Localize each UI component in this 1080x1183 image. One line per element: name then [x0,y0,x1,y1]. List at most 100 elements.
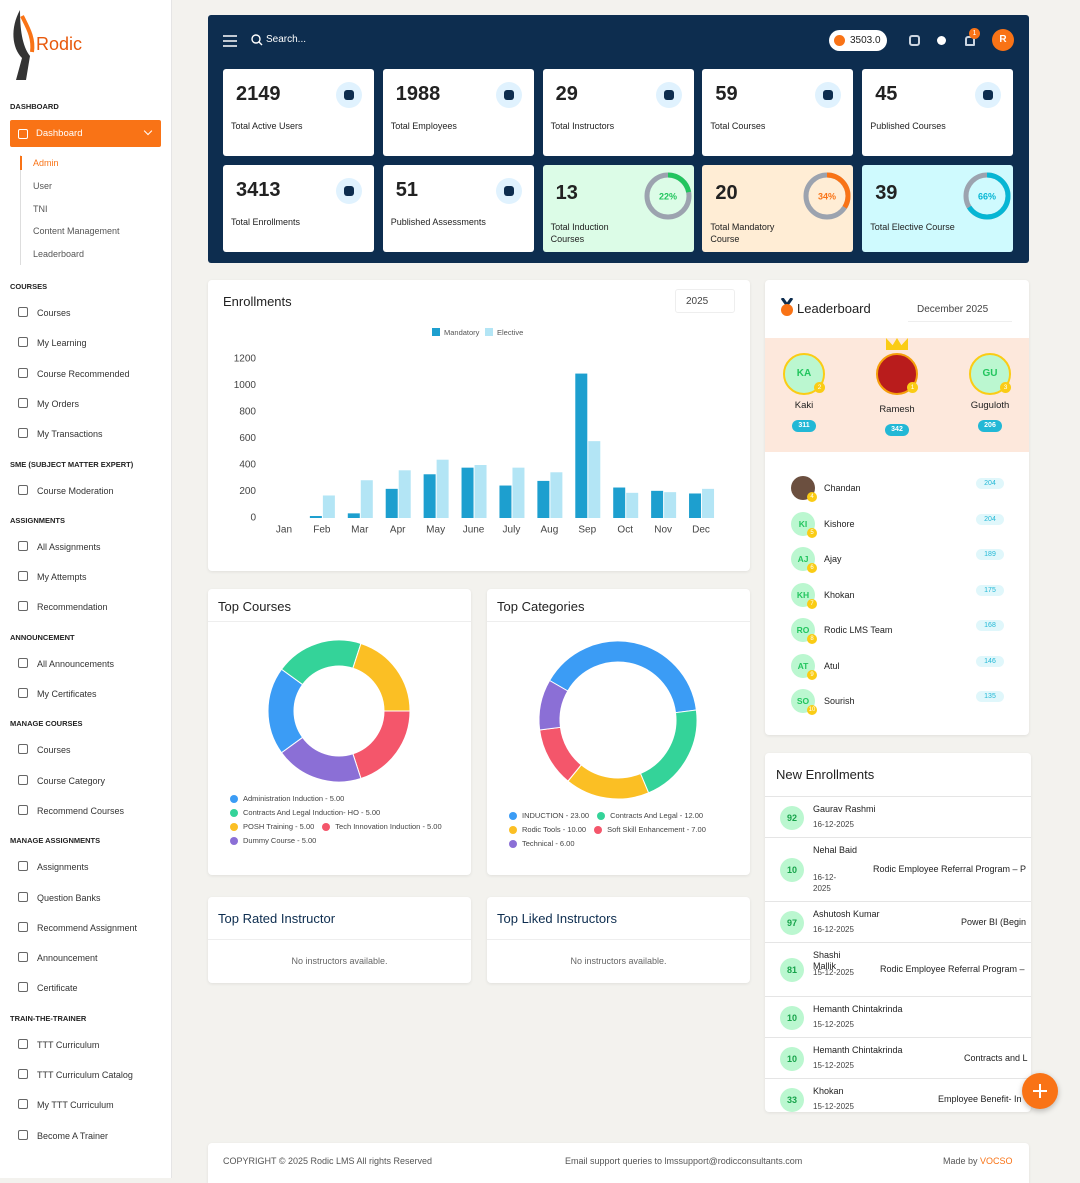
menu-icon [18,688,28,698]
menu-item[interactable]: Recommend Courses [37,805,125,816]
top-liked-card: Top Liked Instructors No instructors ava… [487,897,750,983]
rank-badge: 10 [807,705,817,715]
submenu-item[interactable]: Content Management [33,226,120,237]
leader-name: Rodic LMS Team [824,625,893,635]
menu-item[interactable]: Course Moderation [37,485,114,496]
stat-label: Total Elective Course [870,222,955,232]
section-heading: MANAGE ASSIGNMENTS [10,836,101,846]
menu-item[interactable]: All Announcements [37,658,115,669]
menu-icon [18,571,28,582]
legend-label: Technical - 6.00 [522,839,575,848]
stat-card: 51 Published Assessments [382,165,534,252]
stat-value: 1988 [395,83,441,105]
theme-icon[interactable] [937,36,946,45]
brand-link[interactable]: VOCSO [980,1156,1013,1166]
card-title: Enrollments [223,294,292,309]
menu-item[interactable]: Recommendation [37,602,108,613]
bar [499,485,512,518]
menu-item[interactable]: TTT Curriculum Catalog [37,1070,133,1080]
menu-item[interactable]: My Learning [37,338,87,349]
enrollee-name: Nehal Baid [813,845,858,855]
card-title: Top Liked Instructors [497,911,617,926]
button-label: Dashboard [36,128,83,139]
points-pill: 3503.0 [829,30,887,51]
bar [575,373,588,518]
menu-item[interactable]: Announcement [37,953,98,964]
course-name: Power BI (Begin [961,916,1027,927]
menu-item[interactable]: Courses [37,745,71,756]
legend-dot [322,822,331,831]
x-tick-label: Jan [276,525,292,536]
footer: COPYRIGHT © 2025 Rodic LMS All rights Re… [208,1143,1029,1183]
submenu-item[interactable]: Admin [33,158,59,168]
points-value: 3503.0 [850,35,881,46]
menu-item[interactable]: Assignments [37,862,89,873]
legend-label: Contracts And Legal Induction- HO - 5.00 [243,808,381,817]
section-heading: MANAGE COURSES [10,719,83,729]
top-courses-card: Top Courses Administration Induction - 5… [208,589,471,875]
dashboard-button[interactable]: Dashboard [10,120,161,147]
menu-item[interactable]: My TTT Curriculum [37,1100,114,1111]
menu-item[interactable]: My Certificates [37,689,97,699]
stat-value: 51 [395,179,419,201]
icon-glyph [503,90,514,100]
menu-item[interactable]: TTT Curriculum [37,1039,100,1050]
stat-card: 45 Published Courses [862,69,1014,156]
bar [588,441,601,518]
submenu-item[interactable]: Leaderboard [33,249,85,260]
legend-dot [509,839,517,848]
bar [512,467,525,518]
x-tick-label: Dec [692,525,710,536]
menu-icon [18,861,28,872]
fab-button[interactable] [1022,1073,1058,1109]
rank-badge: 6 [807,563,817,573]
apps-icon[interactable] [909,35,920,46]
stat-card: 13 Total Induction Courses 22% [542,165,694,252]
menu-icon[interactable] [222,34,238,48]
menu-icon [18,891,28,902]
icon-glyph [344,186,354,196]
x-tick-label: June [463,525,485,536]
menu-item[interactable]: Course Recommended [37,368,130,379]
legend-dot [594,825,603,834]
donut-segment [280,639,362,686]
submenu-item[interactable]: TNI [33,203,48,214]
avatar[interactable]: R [992,29,1014,51]
menu-item[interactable]: All Assignments [37,541,101,552]
menu-icon [18,1069,28,1079]
leader-name: Sourish [824,696,855,706]
search-input[interactable]: Search... [266,34,307,45]
progress-ring: 66% [963,172,1011,220]
enrollee-name: Hemanth Chintakrinda [813,1004,903,1014]
menu-item[interactable]: My Orders [37,398,80,409]
stat-icon [975,82,1002,108]
donut-segment [538,679,569,731]
bar [347,513,360,518]
menu-item[interactable]: My Attempts [37,572,87,583]
menu-icon [18,601,28,612]
bar [436,459,449,518]
period-select[interactable]: December 2025 [908,298,1012,322]
menu-item[interactable]: Course Category [37,775,106,786]
menu-item[interactable]: Courses [37,308,71,318]
enrollee-name: Gaurav Rashmi [813,804,876,814]
enrollment-date: 15-12-2025 [813,1061,854,1070]
search-icon [251,34,263,46]
menu-item[interactable]: Certificate [37,983,78,994]
legend-swatch [432,328,440,336]
x-tick-label: Apr [390,525,406,536]
submenu-item[interactable]: User [33,180,53,191]
legend-label: POSH Training - 5.00 [243,822,315,831]
coin-icon [834,35,845,46]
menu-icon [18,1099,28,1110]
bar [385,488,398,518]
year-select[interactable]: 2025 [675,289,735,313]
enrollment-date: 16-12-2025 [813,820,854,829]
legend-label: Soft Skill Enhancement - 7.00 [607,825,706,834]
menu-item[interactable]: Become A Trainer [37,1130,109,1141]
menu-item[interactable]: Recommend Assignment [37,922,138,933]
menu-item[interactable]: Question Banks [37,892,101,903]
stat-card: 39 Total Elective Course 66% [862,165,1014,252]
menu-item[interactable]: My Transactions [37,429,103,440]
stat-icon [495,178,522,204]
